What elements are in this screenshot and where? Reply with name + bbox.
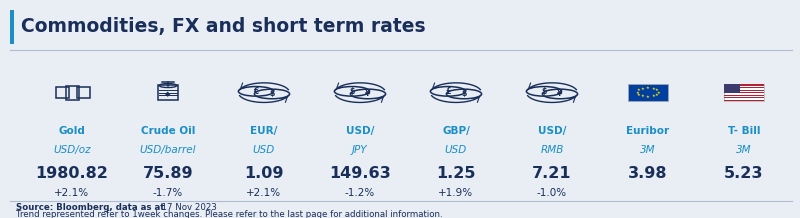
Text: 1.09: 1.09 [244, 166, 284, 181]
Text: 17 Nov 2023: 17 Nov 2023 [156, 203, 217, 212]
Text: ★: ★ [637, 93, 641, 97]
Text: Trend represented refer to 1week changes. Please refer to the last page for addi: Trend represented refer to 1week changes… [16, 209, 442, 218]
Bar [724, 85, 764, 86]
Text: Crude Oil: Crude Oil [141, 126, 195, 136]
Text: €: € [254, 87, 258, 96]
Text: USD: USD [445, 145, 467, 155]
Text: USD: USD [253, 145, 275, 155]
Text: 1980.82: 1980.82 [35, 166, 109, 181]
Text: USD/: USD/ [346, 126, 374, 136]
Text: 149.63: 149.63 [329, 166, 391, 181]
Text: RMB: RMB [540, 145, 564, 155]
Text: 5.23: 5.23 [724, 166, 764, 181]
Text: 75.89: 75.89 [142, 166, 194, 181]
FancyBboxPatch shape [10, 10, 14, 44]
Text: ★: ★ [646, 86, 650, 90]
Text: 7.21: 7.21 [532, 166, 572, 181]
Text: ★: ★ [641, 94, 645, 98]
Text: $: $ [462, 89, 466, 99]
Bar [724, 100, 764, 101]
Text: ★: ★ [636, 91, 639, 95]
Text: -1.7%: -1.7% [153, 188, 183, 198]
Text: Euribor: Euribor [626, 126, 670, 136]
Text: $: $ [542, 87, 546, 96]
Text: GBP/: GBP/ [442, 126, 470, 136]
Text: JPY: JPY [352, 145, 368, 155]
Text: £: £ [446, 87, 450, 96]
Text: ★: ★ [651, 94, 655, 98]
Text: ★: ★ [655, 93, 659, 97]
Text: +1.9%: +1.9% [438, 188, 474, 198]
Bar [724, 95, 764, 96]
Text: 3.98: 3.98 [628, 166, 668, 181]
FancyBboxPatch shape [628, 85, 668, 101]
Text: +2.1%: +2.1% [54, 188, 90, 198]
Text: -1.0%: -1.0% [537, 188, 567, 198]
Text: ¥: ¥ [558, 89, 562, 99]
FancyBboxPatch shape [724, 85, 764, 101]
Text: EUR/: EUR/ [250, 126, 278, 136]
Text: ★: ★ [657, 91, 660, 95]
Text: -1.2%: -1.2% [345, 188, 375, 198]
Text: USD/: USD/ [538, 126, 566, 136]
Text: ★: ★ [641, 87, 645, 91]
Bar [724, 92, 764, 93]
Text: Source: Bloomberg, data as at: Source: Bloomberg, data as at [16, 203, 165, 212]
Text: $: $ [270, 89, 274, 99]
Text: ★: ★ [646, 95, 650, 99]
Text: 1.25: 1.25 [436, 166, 476, 181]
Text: +2.1%: +2.1% [246, 188, 282, 198]
Text: ★: ★ [637, 89, 641, 92]
Bar [724, 85, 740, 93]
Text: USD/oz: USD/oz [53, 145, 91, 155]
Text: ★: ★ [655, 89, 659, 92]
Text: ★: ★ [651, 87, 655, 91]
Bar [724, 90, 764, 91]
Text: T- Bill: T- Bill [728, 126, 760, 136]
Text: 3M: 3M [640, 145, 656, 155]
Text: 3M: 3M [736, 145, 752, 155]
Text: ¥: ¥ [366, 89, 370, 99]
Bar [724, 97, 764, 98]
Text: ◆: ◆ [166, 91, 170, 97]
Text: $: $ [350, 87, 354, 96]
Text: USD/barrel: USD/barrel [140, 145, 196, 155]
Bar [724, 87, 764, 88]
Text: Gold: Gold [58, 126, 86, 136]
Text: Commodities, FX and short term rates: Commodities, FX and short term rates [21, 17, 426, 36]
